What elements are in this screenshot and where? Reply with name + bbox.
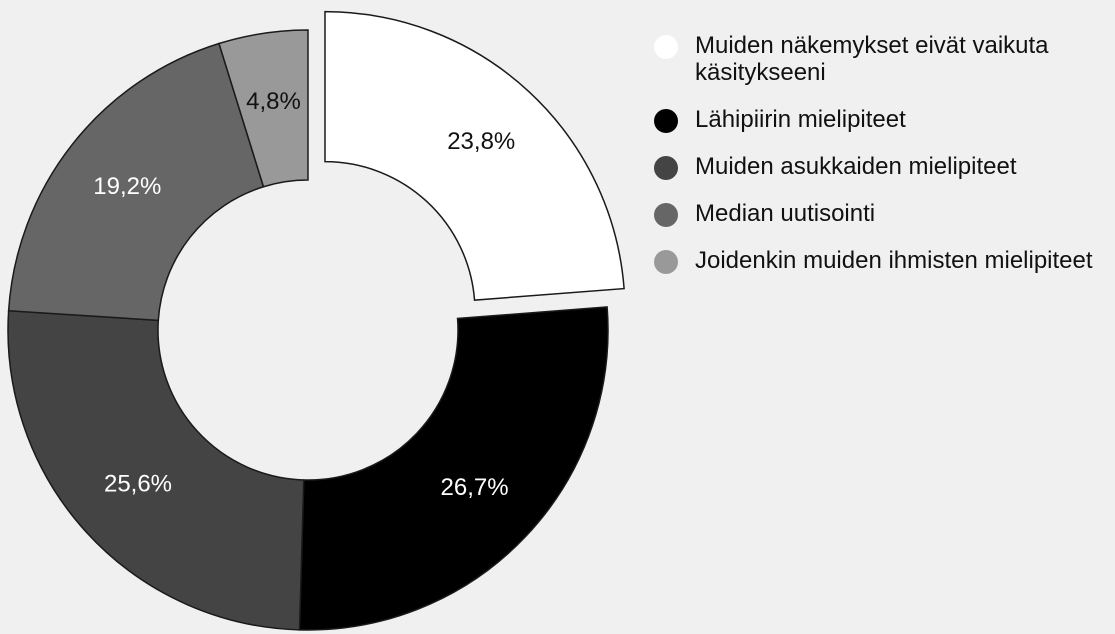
legend-item: Muiden näkemykset eivät vaikuta käsityks… — [652, 32, 1112, 86]
legend-swatch — [654, 109, 678, 133]
legend-item: Median uutisointi — [652, 200, 1112, 227]
data-label: 19,2% — [93, 173, 161, 200]
legend-swatch — [654, 35, 678, 59]
legend-label: Muiden asukkaiden mielipiteet — [695, 153, 1017, 180]
donut-slice — [298, 306, 609, 631]
legend-label: Median uutisointi — [695, 200, 876, 227]
donut-slice — [324, 10, 625, 301]
legend-label: Joidenkin muiden ihmisten mielipiteet — [695, 247, 1093, 274]
donut-slice — [218, 29, 309, 188]
legend: Muiden näkemykset eivät vaikuta käsityks… — [652, 32, 1112, 294]
legend-swatch — [654, 250, 678, 274]
legend-item: Muiden asukkaiden mielipiteet — [652, 153, 1112, 180]
data-label: 23,8% — [447, 128, 515, 155]
data-label: 4,8% — [246, 88, 301, 115]
legend-item: Joidenkin muiden ihmisten mielipiteet — [652, 247, 1112, 274]
donut-slice — [7, 42, 265, 322]
legend-swatch — [654, 156, 678, 180]
data-label: 26,7% — [441, 474, 509, 501]
donut-slice — [7, 309, 305, 631]
legend-swatch — [654, 203, 678, 227]
legend-label: Muiden näkemykset eivät vaikuta käsityks… — [695, 32, 1049, 86]
donut-plot: 23,8% 26,7% 25,6% 19,2% 4,8% — [7, 10, 625, 631]
data-label: 25,6% — [104, 470, 172, 497]
legend-item: Lähipiirin mielipiteet — [652, 106, 1112, 133]
legend-label: Lähipiirin mielipiteet — [695, 106, 906, 133]
